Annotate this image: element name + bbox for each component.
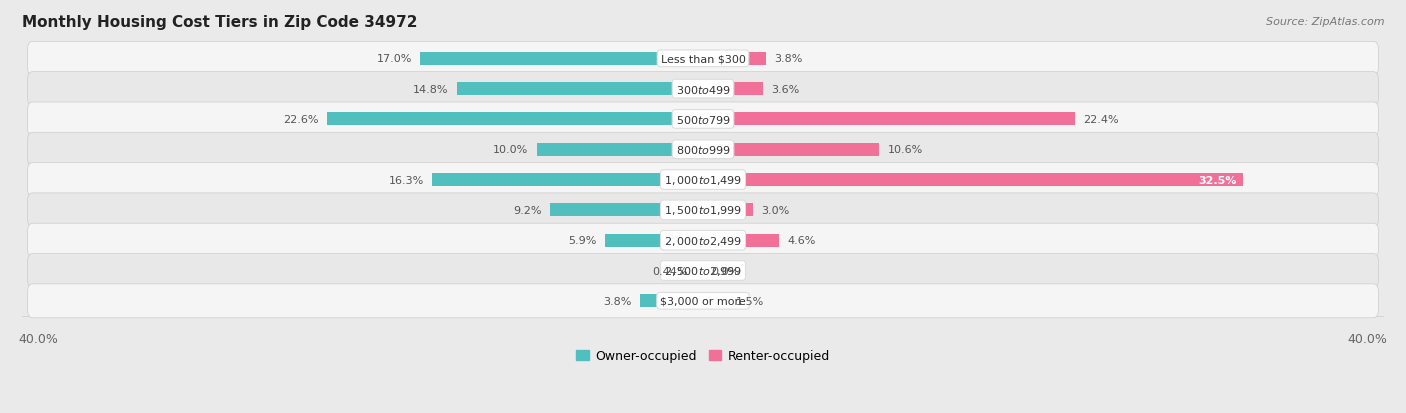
Text: 17.0%: 17.0% <box>377 54 412 64</box>
Text: 4.6%: 4.6% <box>787 236 815 246</box>
Text: $800 to $999: $800 to $999 <box>675 144 731 156</box>
Text: 0.0%: 0.0% <box>711 266 740 276</box>
Text: 14.8%: 14.8% <box>413 84 449 95</box>
Bar <box>432 174 703 187</box>
Text: 10.6%: 10.6% <box>887 145 922 155</box>
Text: $3,000 or more: $3,000 or more <box>661 296 745 306</box>
Bar <box>696 264 703 277</box>
Bar <box>550 204 703 217</box>
Text: $500 to $799: $500 to $799 <box>675 114 731 126</box>
Text: 3.8%: 3.8% <box>603 296 631 306</box>
Text: 10.0%: 10.0% <box>494 145 529 155</box>
Legend: Owner-occupied, Renter-occupied: Owner-occupied, Renter-occupied <box>571 344 835 367</box>
Text: 22.4%: 22.4% <box>1084 115 1119 125</box>
Bar <box>420 53 703 66</box>
FancyBboxPatch shape <box>28 193 1378 227</box>
Text: 22.6%: 22.6% <box>284 115 319 125</box>
Text: $1,500 to $1,999: $1,500 to $1,999 <box>664 204 742 217</box>
Bar <box>703 204 752 217</box>
FancyBboxPatch shape <box>28 103 1378 137</box>
Bar <box>640 294 703 308</box>
FancyBboxPatch shape <box>28 163 1378 197</box>
Text: 16.3%: 16.3% <box>388 175 423 185</box>
Text: 9.2%: 9.2% <box>513 205 541 215</box>
FancyBboxPatch shape <box>28 254 1378 288</box>
Bar <box>703 174 1243 187</box>
Text: $300 to $499: $300 to $499 <box>675 83 731 95</box>
Bar <box>703 113 1076 126</box>
Text: 3.6%: 3.6% <box>770 84 800 95</box>
Text: 0.44%: 0.44% <box>652 266 688 276</box>
FancyBboxPatch shape <box>28 73 1378 107</box>
Text: $2,500 to $2,999: $2,500 to $2,999 <box>664 264 742 278</box>
Text: 3.0%: 3.0% <box>761 205 789 215</box>
FancyBboxPatch shape <box>28 133 1378 167</box>
FancyBboxPatch shape <box>28 224 1378 258</box>
Text: Monthly Housing Cost Tiers in Zip Code 34972: Monthly Housing Cost Tiers in Zip Code 3… <box>21 15 418 30</box>
Bar <box>703 294 728 308</box>
Text: $1,000 to $1,499: $1,000 to $1,499 <box>664 173 742 187</box>
FancyBboxPatch shape <box>28 284 1378 318</box>
Bar <box>703 234 779 247</box>
Bar <box>703 83 763 96</box>
Bar <box>703 143 879 157</box>
Text: 32.5%: 32.5% <box>1198 175 1236 185</box>
FancyBboxPatch shape <box>28 42 1378 76</box>
Text: Source: ZipAtlas.com: Source: ZipAtlas.com <box>1267 17 1385 26</box>
Text: $2,000 to $2,499: $2,000 to $2,499 <box>664 234 742 247</box>
Bar <box>605 234 703 247</box>
Text: 3.8%: 3.8% <box>775 54 803 64</box>
Bar <box>328 113 703 126</box>
Text: Less than $300: Less than $300 <box>661 54 745 64</box>
Bar <box>457 83 703 96</box>
Bar <box>537 143 703 157</box>
Bar <box>703 53 766 66</box>
Text: 5.9%: 5.9% <box>568 236 596 246</box>
Text: 1.5%: 1.5% <box>737 296 765 306</box>
